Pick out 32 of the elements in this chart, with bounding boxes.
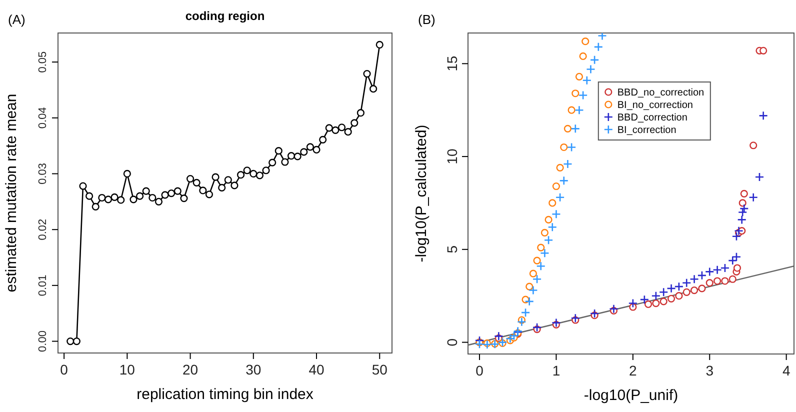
legend-label: BBD_no_correction	[617, 88, 704, 98]
x-tick-label: 50	[372, 362, 388, 378]
y-tick-label: 0.03	[36, 163, 49, 184]
y-tick-label: 10	[444, 148, 460, 164]
x-tick-label: 4	[782, 362, 790, 379]
x-tick-label: 0	[476, 362, 484, 379]
x-tick-label: 30	[246, 362, 262, 378]
y-tick-label: 0.04	[36, 107, 49, 129]
text: (A)	[8, 12, 26, 27]
x-tick-label: 1	[552, 362, 560, 379]
legend-label: BBD_correction	[617, 112, 688, 124]
x-tick-label: 20	[182, 362, 198, 378]
x-tick-label: 3	[706, 362, 714, 379]
y-tick-label: 0.01	[36, 274, 49, 296]
legend-label: BI_correction	[617, 125, 676, 136]
y-tick-label: 0	[444, 338, 460, 346]
text: (B)	[418, 12, 436, 27]
y-tick-label: 15	[444, 56, 460, 72]
x-tick-label: 10	[119, 362, 136, 378]
x-axis-title: replication timing bin index	[136, 386, 314, 403]
y-axis-title: -log10(P_calculated)	[413, 124, 430, 262]
x-axis-title: -log10(P_unif)	[584, 387, 678, 404]
chart-title: coding region	[185, 9, 265, 23]
y-tick-label: 0.02	[36, 218, 49, 240]
y-tick-label: 0.05	[36, 51, 49, 73]
y-tick-label: 0.00	[36, 330, 49, 352]
legend-label: BI_no_correction	[617, 100, 694, 111]
y-tick-label: 5	[444, 245, 460, 254]
y-axis-title: estimated mutation rate mean	[3, 94, 20, 292]
x-tick-label: 2	[629, 362, 638, 379]
x-tick-label: 0	[60, 362, 68, 378]
x-tick-label: 40	[308, 362, 325, 378]
